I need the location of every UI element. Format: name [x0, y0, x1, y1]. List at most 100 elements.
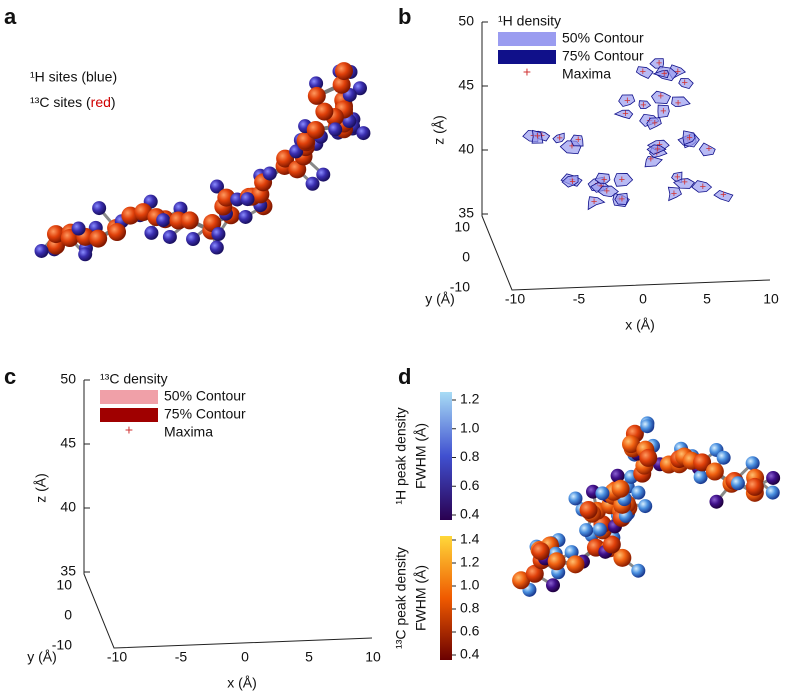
z-tick-label: 35 — [60, 563, 76, 579]
atom — [108, 223, 127, 242]
panel-label: a — [4, 4, 17, 29]
contour — [552, 132, 565, 144]
contour — [561, 174, 579, 188]
maximum: + — [591, 196, 597, 208]
atom — [639, 448, 658, 467]
legend-text: 50% Contour — [164, 388, 246, 404]
contour — [657, 104, 670, 119]
atom — [328, 122, 343, 137]
atom — [316, 167, 331, 182]
maximum: + — [619, 193, 625, 205]
atom — [545, 578, 560, 593]
y-tick-label: 0 — [462, 249, 470, 265]
contour — [613, 173, 634, 187]
atom — [631, 485, 646, 500]
atom — [579, 500, 598, 519]
maximum: + — [534, 130, 540, 142]
legend-marker: + — [125, 422, 133, 438]
maximum: + — [640, 99, 646, 111]
maximum: + — [598, 180, 604, 192]
z-tick-label: 45 — [60, 435, 76, 451]
colorbar — [440, 392, 452, 520]
atom — [547, 552, 566, 571]
x-tick-label: 10 — [365, 649, 381, 665]
axis-label: x (Å) — [625, 317, 655, 333]
x-tick-label: 0 — [639, 291, 647, 307]
maximum: + — [674, 172, 680, 184]
axis-label: x (Å) — [227, 675, 257, 691]
atom — [180, 211, 199, 230]
atom — [765, 485, 780, 500]
atom — [71, 221, 86, 236]
x-tick-label: -10 — [107, 649, 127, 665]
legend-text: 50% Contour — [562, 30, 644, 46]
legend-text: ¹³C sites (red) — [30, 94, 116, 110]
axis — [481, 22, 771, 291]
panel-label: b — [398, 4, 411, 29]
atom — [566, 555, 585, 574]
colorbar-tick-label: 1.0 — [460, 577, 480, 593]
maximum: + — [539, 130, 545, 142]
contour — [698, 142, 716, 157]
atom — [92, 201, 107, 216]
atom — [89, 229, 108, 248]
maximum: + — [648, 154, 654, 166]
atom — [730, 476, 745, 491]
colorbar-tick-label: 0.6 — [460, 623, 480, 639]
maximum: + — [656, 58, 662, 70]
atom — [144, 225, 159, 240]
legend-title: ¹H density — [498, 13, 561, 29]
y-tick-label: -10 — [450, 279, 470, 295]
z-tick-label: 50 — [60, 371, 76, 387]
x-tick-label: 5 — [305, 649, 313, 665]
contour — [667, 186, 683, 202]
atom — [613, 548, 632, 567]
atom — [209, 179, 224, 194]
colorbar-tick-label: 0.8 — [460, 448, 480, 464]
contour — [678, 78, 694, 90]
z-tick-label: 45 — [458, 77, 474, 93]
legend-marker: + — [523, 64, 531, 80]
atom — [305, 176, 320, 191]
atom — [238, 209, 253, 224]
atom — [610, 468, 625, 483]
atom — [47, 225, 65, 244]
maximum: + — [700, 181, 706, 193]
atom — [693, 470, 708, 485]
atom — [162, 229, 177, 244]
maximum: + — [619, 174, 625, 186]
atom — [211, 227, 226, 242]
y-tick-label: 0 — [64, 607, 72, 623]
atom — [186, 232, 201, 247]
atom — [745, 477, 764, 496]
maximum: + — [556, 133, 562, 145]
z-tick-label: 35 — [458, 205, 474, 221]
legend-text: Maxima — [164, 424, 213, 440]
colorbar-tick-label: 0.6 — [460, 477, 480, 493]
contour — [646, 117, 662, 131]
atom — [611, 479, 630, 498]
colorbar-label: ¹H peak density — [393, 407, 409, 504]
maximum: + — [569, 141, 575, 153]
legend-swatch — [498, 32, 556, 46]
atom — [34, 243, 49, 258]
contour — [613, 109, 634, 120]
colorbar-label: FWHM (Å) — [413, 423, 429, 489]
x-tick-label: -5 — [573, 291, 586, 307]
colorbar-tick-label: 0.4 — [460, 646, 480, 662]
maximum: + — [601, 174, 607, 186]
axis-label: z (Å) — [33, 473, 49, 503]
legend-text: 75% Contour — [164, 406, 246, 422]
maximum: + — [655, 143, 661, 155]
axis-label: y (Å) — [425, 291, 455, 307]
atom — [209, 240, 224, 255]
z-tick-label: 50 — [458, 13, 474, 29]
legend-swatch — [100, 408, 158, 422]
contour — [635, 66, 654, 80]
atom — [512, 571, 531, 590]
legend-text: 75% Contour — [562, 48, 644, 64]
axis-label: z (Å) — [431, 115, 447, 145]
colorbar-tick-label: 1.2 — [460, 391, 480, 407]
y-tick-label: 10 — [56, 577, 72, 593]
maximum: + — [624, 95, 630, 107]
